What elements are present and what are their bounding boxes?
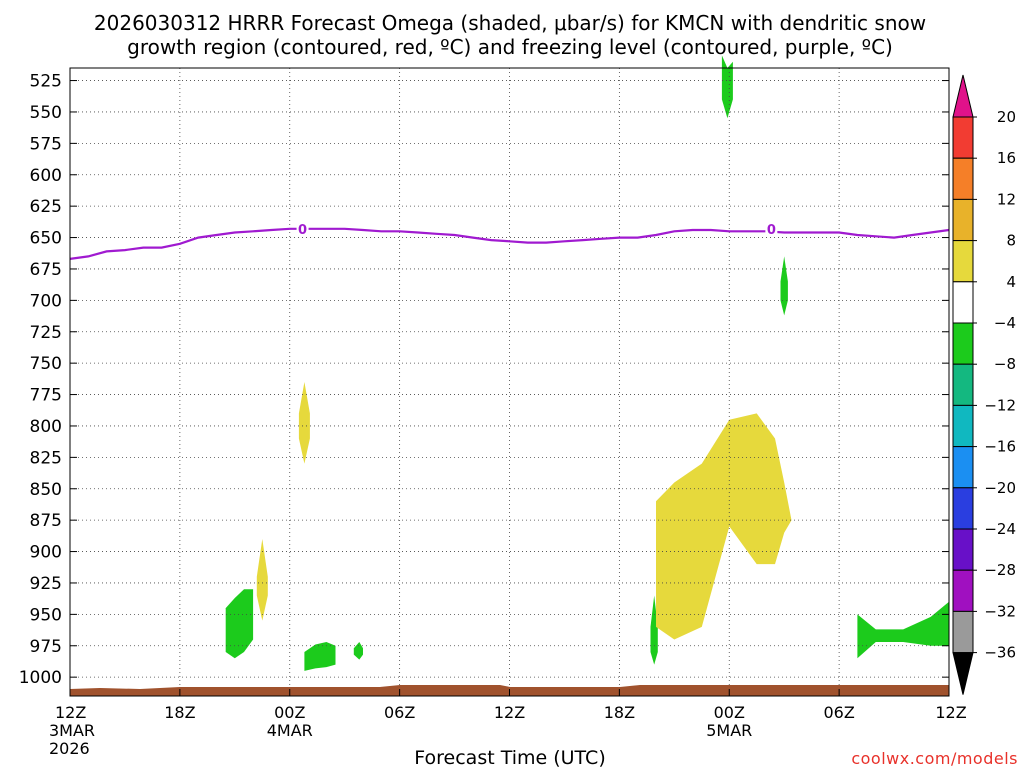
x-tick-label: 06Z bbox=[823, 703, 854, 722]
colorbar-swatch bbox=[952, 404, 974, 448]
colorbar-swatch bbox=[952, 322, 974, 365]
omega-region-1 bbox=[721, 55, 733, 119]
colorbar-label: 4 bbox=[1006, 273, 1016, 291]
omega-region-9 bbox=[656, 413, 792, 640]
colorbar-label: −8 bbox=[994, 355, 1016, 373]
y-tick-label: 900 bbox=[30, 543, 62, 563]
freezing-contour-label: 0 bbox=[298, 223, 307, 238]
colorbar-label: −28 bbox=[984, 561, 1016, 579]
y-tick-label: 725 bbox=[30, 323, 62, 343]
x-tick-label: 06Z bbox=[384, 703, 415, 722]
colorbar-label: −36 bbox=[984, 644, 1016, 662]
x-date-label: 3MAR bbox=[49, 721, 95, 740]
contour-label-bg bbox=[296, 220, 309, 237]
y-tick-label: 850 bbox=[30, 480, 62, 500]
omega-region-4 bbox=[256, 539, 268, 621]
colorbar-label: 20 bbox=[997, 108, 1016, 126]
x-tick-label: 12Z bbox=[494, 703, 525, 722]
y-tick-label: 875 bbox=[30, 511, 62, 531]
x-tick-label: 12Z bbox=[935, 703, 966, 722]
omega-region-5 bbox=[225, 589, 254, 659]
y-tick-label: 950 bbox=[30, 605, 62, 625]
colorbar-label: 8 bbox=[1006, 232, 1016, 250]
x-date-label: 5MAR bbox=[706, 721, 752, 740]
x-axis-title: Forecast Time (UTC) bbox=[414, 747, 605, 768]
colorbar-swatch bbox=[952, 157, 974, 200]
y-tick-label: 1000 bbox=[19, 668, 62, 688]
omega-region-3 bbox=[298, 382, 310, 464]
x-date-label: 4MAR bbox=[267, 721, 313, 740]
omega-region-7 bbox=[353, 642, 363, 660]
colorbar-bottom-arrow bbox=[952, 652, 974, 695]
colorbar-swatch bbox=[952, 198, 974, 242]
colorbar-swatch bbox=[952, 446, 974, 489]
omega-region-8 bbox=[650, 595, 658, 665]
y-tick-label: 650 bbox=[30, 229, 62, 249]
colorbar-label: −24 bbox=[984, 520, 1016, 538]
colorbar-label: −12 bbox=[984, 396, 1016, 414]
y-axis: 525 550 575 600 625 650 675 700 725 750 775 800 825 8… bbox=[19, 72, 949, 688]
omega-region-10 bbox=[857, 601, 949, 659]
y-tick-label: 975 bbox=[30, 637, 62, 657]
colorbar-label: −4 bbox=[994, 314, 1016, 332]
y-tick-label: 700 bbox=[30, 291, 62, 311]
colorbar-label: −32 bbox=[984, 602, 1016, 620]
plot-area bbox=[70, 68, 949, 696]
colorbar-swatch bbox=[952, 569, 974, 612]
y-tick-label: 750 bbox=[30, 354, 62, 374]
colorbar-swatch bbox=[952, 281, 974, 324]
x-tick-label: 00Z bbox=[714, 703, 745, 722]
colorbar-swatch bbox=[952, 116, 974, 159]
colorbar-swatch bbox=[952, 363, 974, 406]
colorbar-swatch bbox=[952, 610, 974, 654]
y-tick-label: 600 bbox=[30, 166, 62, 186]
y-tick-label: 800 bbox=[30, 417, 62, 437]
omega-shaded-regions bbox=[225, 55, 949, 671]
chart-title-line-2: growth region (contoured, red, ºC) and f… bbox=[127, 35, 893, 59]
omega-colorbar: 20 16 12 8 4 −4 −8 −12 −16 −20 −24 −28 −32 −36 bbox=[952, 74, 1016, 695]
x-tick-label: 12Z bbox=[55, 703, 86, 722]
colorbar-label: 12 bbox=[997, 190, 1016, 208]
chart-title-line-1: 2026030312 HRRR Forecast Omega (shaded, … bbox=[94, 11, 926, 35]
x-tick-label: 00Z bbox=[274, 703, 305, 722]
x-tick-label: 18Z bbox=[604, 703, 635, 722]
y-tick-label: 775 bbox=[30, 386, 62, 406]
grid-lines bbox=[70, 68, 949, 696]
contour-label-bg bbox=[765, 220, 778, 237]
footer-credit: coolwx.com/models bbox=[851, 749, 1018, 768]
y-tick-label: 550 bbox=[30, 103, 62, 123]
y-tick-label: 525 bbox=[30, 72, 62, 92]
y-tick-label: 675 bbox=[30, 260, 62, 280]
colorbar-swatch bbox=[952, 240, 974, 283]
x-tick-label: 18Z bbox=[164, 703, 195, 722]
colorbar-label: −16 bbox=[984, 438, 1016, 456]
colorbar-label: 16 bbox=[997, 149, 1016, 167]
colorbar-top-arrow bbox=[952, 74, 974, 118]
y-tick-label: 625 bbox=[30, 197, 62, 217]
y-tick-label: 575 bbox=[30, 134, 62, 154]
freezing-level-line bbox=[69, 227, 950, 260]
omega-region-6 bbox=[304, 642, 336, 671]
y-tick-label: 825 bbox=[30, 448, 62, 468]
freezing-contour-label: 0 bbox=[767, 223, 776, 238]
colorbar-swatch bbox=[952, 487, 974, 530]
colorbar-label: −20 bbox=[984, 479, 1016, 497]
x-date-label: 2026 bbox=[49, 739, 90, 758]
y-tick-label: 925 bbox=[30, 574, 62, 594]
colorbar-swatch bbox=[952, 528, 974, 571]
